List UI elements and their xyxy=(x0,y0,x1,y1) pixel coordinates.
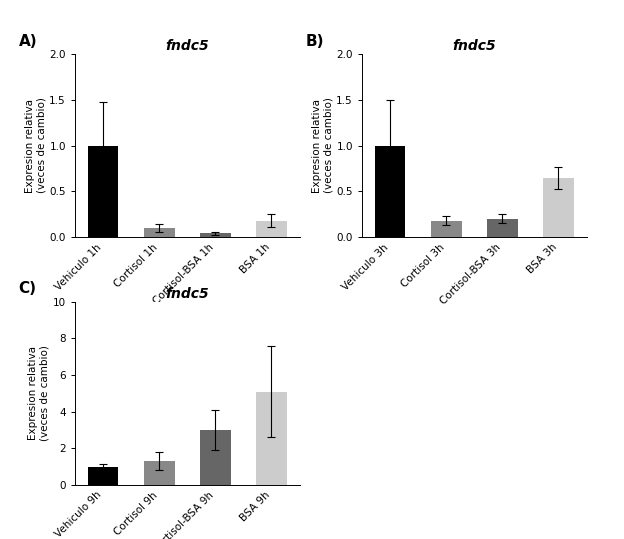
Bar xyxy=(256,220,287,237)
Title: fndc5: fndc5 xyxy=(165,39,209,53)
Bar xyxy=(200,430,231,485)
Bar xyxy=(87,467,119,485)
Bar xyxy=(87,146,119,237)
Title: fndc5: fndc5 xyxy=(165,287,209,301)
Bar xyxy=(200,233,231,237)
Bar xyxy=(543,177,574,237)
Bar xyxy=(487,219,518,237)
Bar xyxy=(431,220,462,237)
Y-axis label: Expresion relativa
(veces de cambio): Expresion relativa (veces de cambio) xyxy=(312,98,333,194)
Bar xyxy=(144,461,175,485)
Y-axis label: Expresion relativa
(veces de cambio): Expresion relativa (veces de cambio) xyxy=(25,98,46,194)
Text: B): B) xyxy=(306,33,324,49)
Text: A): A) xyxy=(19,33,37,49)
Bar xyxy=(144,228,175,237)
Bar xyxy=(256,392,287,485)
Title: fndc5: fndc5 xyxy=(452,39,496,53)
Y-axis label: Expresion relativa
(veces de cambio): Expresion relativa (veces de cambio) xyxy=(28,345,50,441)
Text: C): C) xyxy=(19,281,37,296)
Bar xyxy=(374,146,406,237)
